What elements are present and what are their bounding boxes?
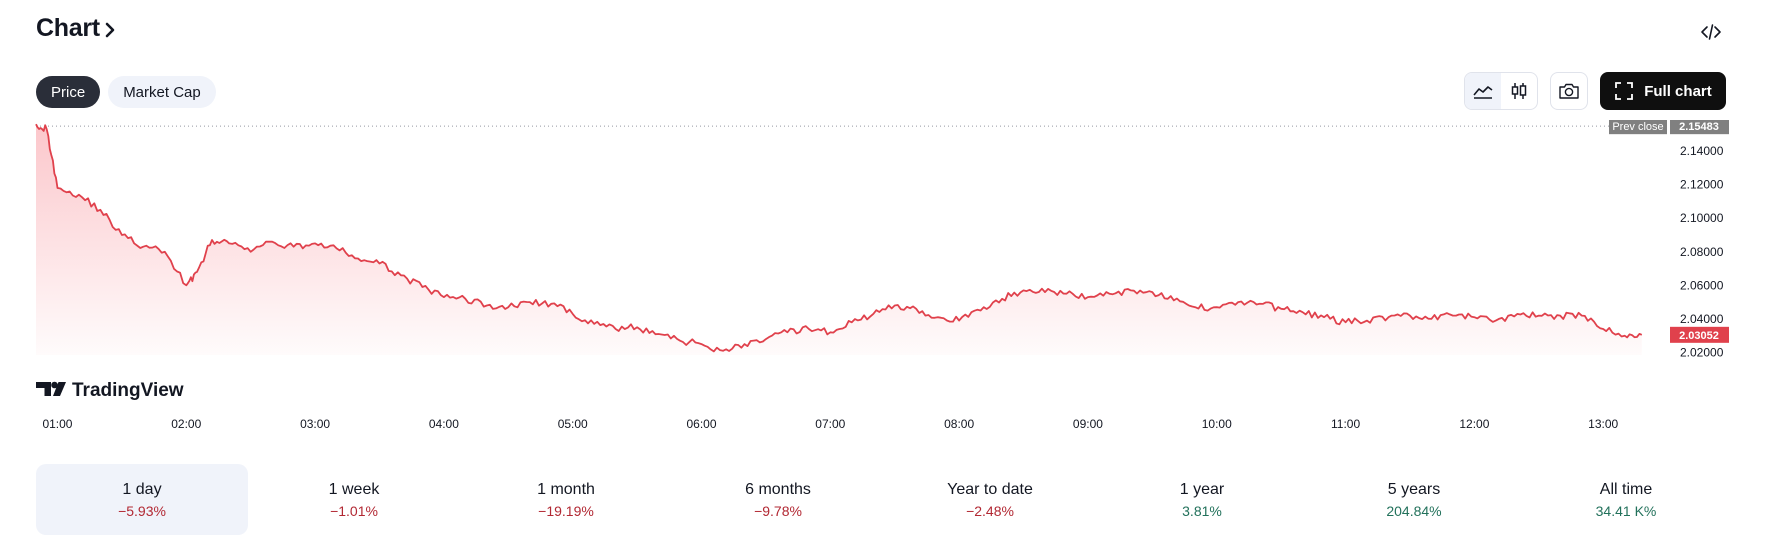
y-tick-label: 2.12000 (1680, 178, 1724, 192)
range-change: −2.48% (966, 502, 1014, 519)
fullscreen-icon (1615, 82, 1634, 100)
range-1-year[interactable]: 1 year 3.81% (1096, 464, 1308, 535)
x-tick-label: 02:00 (171, 417, 201, 431)
range-label: 1 day (122, 480, 162, 498)
x-tick-label: 10:00 (1202, 417, 1232, 431)
range-label: Year to date (947, 480, 1033, 498)
y-tick-label: 2.10000 (1680, 211, 1724, 225)
x-tick-label: 04:00 (429, 417, 459, 431)
embed-code-button[interactable] (1696, 18, 1726, 46)
range-6-months[interactable]: 6 months −9.78% (672, 464, 884, 535)
range-change: 3.81% (1182, 502, 1222, 519)
range-change: −19.19% (538, 502, 594, 519)
candles-chart-button[interactable] (1501, 73, 1537, 109)
area-chart-icon (1473, 86, 1493, 99)
range-label: 6 months (745, 480, 811, 498)
price-area-fill (36, 124, 1642, 355)
x-axis: 01:00 02:00 03:00 04:00 05:00 06:00 07:00 08:00… (42, 417, 1618, 431)
full-chart-button[interactable]: Full chart (1600, 72, 1726, 110)
range-change: −9.78% (754, 502, 802, 519)
chart-header: Chart (36, 14, 116, 43)
range-5-years[interactable]: 5 years 204.84% (1308, 464, 1520, 535)
x-tick-label: 03:00 (300, 417, 330, 431)
tradingview-wordmark: TradingView (72, 380, 184, 401)
x-tick-label: 05:00 (558, 417, 588, 431)
x-tick-label: 08:00 (944, 417, 974, 431)
tradingview-logo-icon (36, 381, 66, 396)
x-tick-label: 01:00 (42, 417, 72, 431)
y-tick-label: 2.02000 (1680, 345, 1724, 359)
tab-price[interactable]: Price (36, 76, 101, 108)
x-tick-label: 12:00 (1459, 417, 1489, 431)
snapshot-button[interactable] (1550, 72, 1588, 110)
range-1-week[interactable]: 1 week −1.01% (248, 464, 460, 535)
prev-close-label-bg (1609, 120, 1667, 135)
x-tick-label: 11:00 (1331, 417, 1360, 431)
range-change: −5.93% (118, 502, 166, 519)
range-year-to-date[interactable]: Year to date −2.48% (884, 464, 1096, 535)
tab-market-cap[interactable]: Market Cap (108, 76, 216, 108)
range-change: 34.41 K% (1595, 502, 1657, 519)
y-tick-label: 2.14000 (1680, 144, 1724, 158)
prev-close-tag: Prev close 2.15483 (1609, 120, 1729, 135)
area-chart-button[interactable] (1465, 73, 1501, 109)
price-chart[interactable]: 2.14000 2.12000 2.10000 2.08000 2.06000 2.040… (0, 120, 1778, 440)
range-label: All time (1599, 480, 1653, 498)
range-label: 5 years (1387, 480, 1441, 498)
y-tick-label: 2.08000 (1680, 245, 1724, 259)
y-tick-label: 2.06000 (1680, 278, 1724, 292)
range-change: 204.84% (1386, 502, 1442, 519)
x-tick-label: 06:00 (687, 417, 717, 431)
range-label: 1 year (1179, 480, 1225, 498)
range-1-month[interactable]: 1 month −19.19% (460, 464, 672, 535)
page-title[interactable]: Chart (36, 14, 100, 42)
range-all-time[interactable]: All time 34.41 K% (1520, 464, 1732, 535)
camera-icon (1559, 83, 1579, 99)
time-range-selector: 1 day −5.93% 1 week −1.01% 1 month −19.19% 6 m… (36, 464, 1732, 535)
price-line (35, 123, 1643, 353)
x-tick-label: 09:00 (1073, 417, 1103, 431)
range-change: −1.01% (330, 502, 378, 519)
last-price-bg (1670, 326, 1729, 343)
candlestick-icon (1511, 83, 1527, 99)
last-price-tag: 2.03052 (1670, 326, 1729, 343)
chart-toolbar: Full chart (1464, 72, 1726, 110)
range-label: 1 week (328, 480, 380, 498)
y-axis: 2.14000 2.12000 2.10000 2.08000 2.06000 2.040… (1680, 144, 1724, 359)
metric-tabs: Price Market Cap (36, 76, 216, 108)
chart-type-switch (1464, 72, 1538, 110)
prev-close-value: 2.15483 (1679, 121, 1719, 133)
chevron-right-icon[interactable] (104, 22, 116, 38)
x-tick-label: 07:00 (815, 417, 845, 431)
prev-close-value-bg (1670, 120, 1729, 135)
x-tick-label: 13:00 (1588, 417, 1618, 431)
y-tick-label: 2.04000 (1680, 312, 1724, 326)
range-label: 1 month (537, 480, 595, 498)
range-1-day[interactable]: 1 day −5.93% (36, 464, 248, 535)
tradingview-watermark: TradingView (36, 380, 184, 401)
last-price-value: 2.03052 (1679, 330, 1719, 342)
prev-close-label: Prev close (1612, 121, 1663, 133)
full-chart-label: Full chart (1644, 82, 1712, 100)
code-icon (1701, 24, 1721, 40)
